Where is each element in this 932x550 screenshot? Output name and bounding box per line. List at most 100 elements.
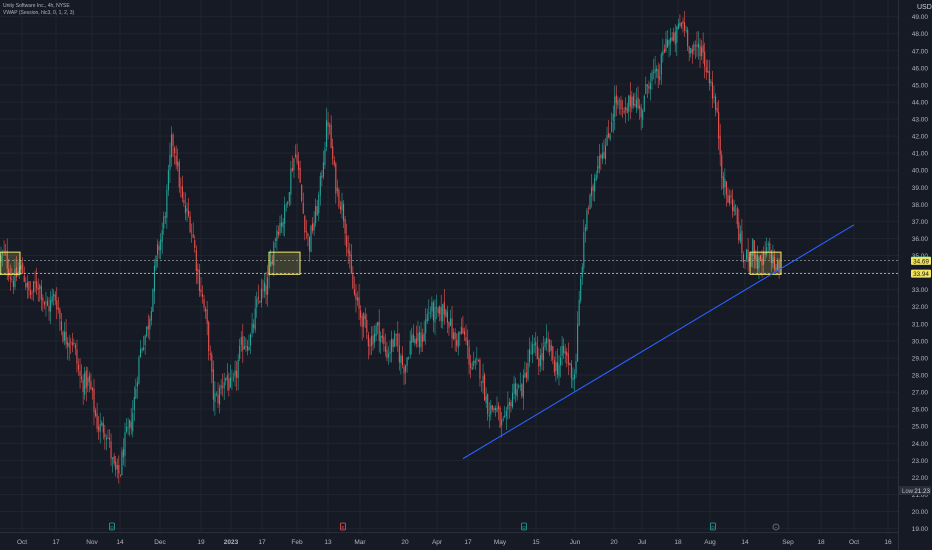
candle-body: [23, 275, 25, 282]
candle-body: [685, 29, 687, 31]
candle-body: [285, 203, 287, 205]
candle-body: [43, 301, 45, 305]
y-tick-label: 37.00: [912, 219, 929, 226]
candle-body: [397, 333, 399, 346]
candle-body: [298, 161, 300, 170]
candle-body: [197, 268, 199, 272]
candle-body: [279, 222, 281, 234]
candle-body: [343, 203, 345, 221]
candle-body: [56, 300, 58, 310]
candle-body: [259, 301, 261, 303]
candle-body: [597, 166, 599, 173]
candle-body: [186, 208, 188, 212]
candle-body: [733, 206, 735, 212]
low-label: Low 21.23: [899, 486, 931, 496]
candle-body: [508, 402, 510, 406]
candle-body: [158, 246, 160, 251]
candle-body: [394, 333, 396, 347]
candle-body: [522, 375, 524, 398]
candle-body: [294, 154, 297, 157]
candle-body: [133, 397, 135, 411]
candle-body: [436, 307, 438, 308]
candle-body: [671, 37, 673, 41]
candle-body: [570, 363, 572, 379]
candle-body: [84, 372, 86, 395]
candle-body: [160, 239, 162, 251]
candle-body: [400, 355, 402, 363]
candle-body: [542, 346, 545, 361]
candle-body: [54, 294, 56, 301]
candle-body: [369, 345, 371, 347]
candle-body: [332, 146, 334, 160]
candle-body: [256, 298, 258, 308]
candle-body: [248, 347, 250, 351]
currency-label[interactable]: USD: [917, 4, 932, 11]
candle-body: [525, 372, 527, 378]
candle-body: [336, 187, 338, 192]
y-tick-label: 41.00: [912, 151, 929, 158]
candle-body: [598, 156, 600, 169]
candle-body: [702, 45, 704, 53]
candle-body: [147, 325, 149, 330]
candle-body: [498, 405, 500, 410]
candle-body: [203, 299, 205, 308]
candle-body: [353, 289, 355, 295]
candle-body: [175, 155, 177, 165]
candle-body: [704, 51, 706, 67]
x-tick-label: Mar: [354, 539, 366, 546]
candle-body: [122, 449, 124, 458]
dividend-marker: D: [521, 522, 527, 531]
candle-body: [646, 84, 648, 87]
candle-body: [172, 134, 174, 146]
candle-body: [338, 189, 340, 207]
candle-body: [406, 357, 408, 366]
y-tick-label: 25.00: [912, 424, 929, 431]
candle-body: [555, 362, 557, 371]
candle-body: [324, 148, 326, 165]
candle-body: [45, 302, 47, 304]
candle-body: [71, 342, 73, 346]
candle-body: [656, 68, 658, 72]
indicator-legend[interactable]: VWAP (Session, hlc3, 0, 1, 2, 3): [3, 10, 75, 16]
candle-body: [649, 82, 651, 90]
candle-body: [220, 385, 222, 389]
candle-body: [519, 385, 521, 387]
y-tick-label: 42.00: [912, 134, 929, 141]
candle-body: [372, 335, 374, 345]
candle-body: [161, 230, 163, 242]
candle-body: [0, 255, 2, 262]
candle-body: [488, 414, 490, 417]
candle-body: [327, 122, 329, 127]
candle-body: [130, 421, 132, 430]
candle-body: [659, 75, 661, 81]
candle-body: [666, 39, 669, 48]
candle-body: [767, 243, 769, 246]
candle-body: [170, 134, 173, 158]
candle-body: [677, 23, 679, 30]
candle-body: [93, 388, 95, 413]
candle-body: [346, 235, 348, 248]
candle-body: [132, 412, 134, 432]
candle-body: [101, 422, 103, 426]
candle-body: [491, 405, 493, 410]
candle-body: [530, 351, 532, 353]
candle-body: [496, 407, 498, 412]
candle-body: [37, 287, 39, 290]
candle-body: [479, 359, 481, 380]
y-tick-label: 44.00: [912, 99, 929, 106]
candle-body: [234, 370, 236, 377]
symbol-title[interactable]: Unity Software Inc., 4h, NYSE: [3, 3, 70, 9]
candle-body: [564, 351, 566, 355]
candle-body: [453, 332, 455, 340]
candle-body: [271, 261, 273, 265]
x-tick-label: 16: [884, 539, 892, 546]
candle-body: [609, 134, 611, 140]
x-tick-label: Oct: [849, 539, 859, 546]
candle-body: [361, 316, 363, 328]
candle-body: [456, 340, 458, 346]
candle-body: [347, 248, 349, 254]
candle-body: [377, 322, 379, 326]
candle-body: [552, 346, 554, 360]
candle-body: [211, 354, 213, 372]
